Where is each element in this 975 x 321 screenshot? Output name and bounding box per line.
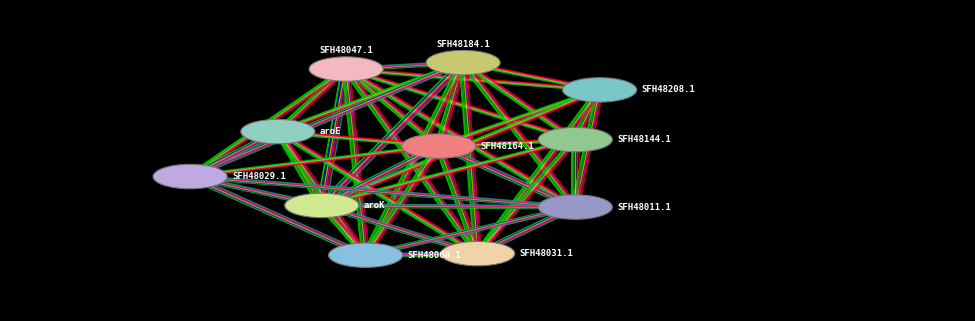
Circle shape [426,50,500,75]
Text: SFH48184.1: SFH48184.1 [436,40,490,49]
Text: SFH48047.1: SFH48047.1 [319,46,373,55]
Circle shape [538,195,612,219]
Circle shape [285,193,359,218]
Circle shape [153,164,227,189]
Circle shape [441,241,515,266]
Text: SFH48208.1: SFH48208.1 [642,85,695,94]
Circle shape [538,127,612,152]
Text: aroK: aroK [364,201,385,210]
Circle shape [241,119,315,144]
Text: SFH48029.1: SFH48029.1 [232,172,286,181]
Text: SFH48011.1: SFH48011.1 [617,203,671,212]
Circle shape [402,134,476,158]
Text: SFH48144.1: SFH48144.1 [617,135,671,144]
Circle shape [309,57,383,81]
Text: aroE: aroE [320,127,341,136]
Text: SFH48164.1: SFH48164.1 [481,142,534,151]
Text: SFH48031.1: SFH48031.1 [520,249,573,258]
Text: SFH48068.1: SFH48068.1 [408,251,461,260]
Circle shape [329,243,403,267]
Circle shape [563,78,637,102]
